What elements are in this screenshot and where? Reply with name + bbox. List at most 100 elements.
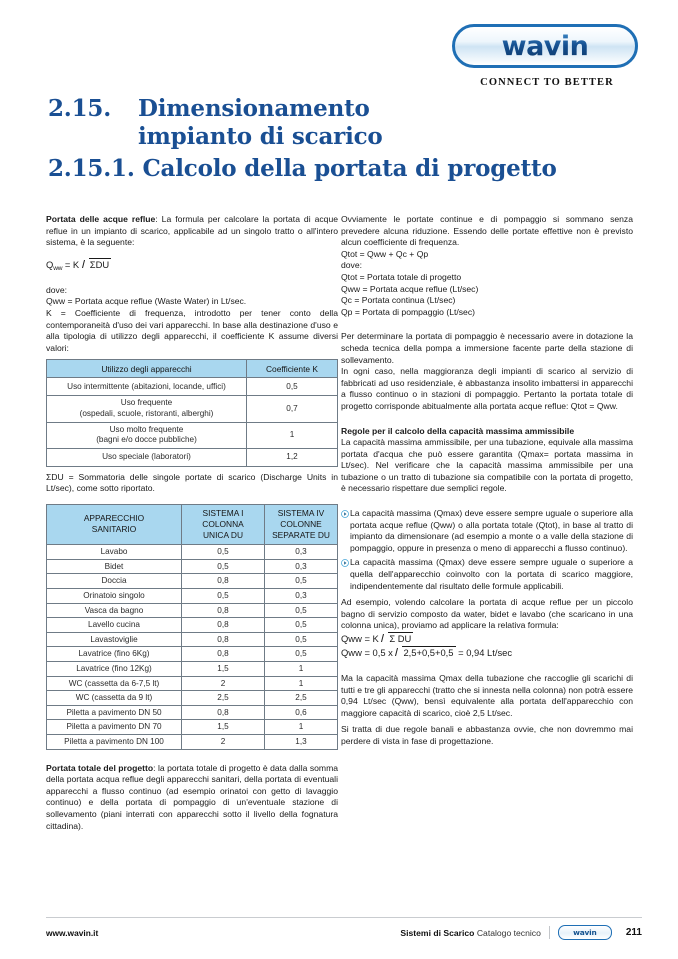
- col-header-sistema-4-line3: SEPARATE DU: [272, 529, 330, 540]
- cell-utilizzo-line1: Uso molto frequente: [109, 424, 184, 434]
- formula-qww-numeric-lhs: Qww = 0,5 x: [341, 647, 396, 658]
- heading-regole-text: Regole per il calcolo della capacità mas…: [341, 425, 575, 436]
- cell-sistema-1: 0,8: [181, 573, 265, 590]
- cell-sistema-4: 1: [264, 661, 338, 677]
- cell-sistema-4: 1: [264, 675, 338, 692]
- cell-utilizzo: Uso frequente (ospedali, scuole, ristora…: [46, 395, 247, 423]
- table-row-header: Utilizzo degli apparecchi Coefficiente K: [46, 359, 338, 379]
- cell-sistema-1: 1,5: [181, 719, 265, 736]
- formula-qww: Qww = K ΣDU: [46, 257, 338, 276]
- cell-sistema-4: 1: [264, 719, 338, 736]
- cell-sistema-1: 0,8: [181, 617, 265, 633]
- table-row: Piletta a pavimento DN 70 1,5 1: [46, 719, 338, 736]
- cell-sistema-1: 2: [181, 675, 265, 692]
- play-circle-icon: [341, 509, 349, 518]
- cell-k: 1: [246, 421, 338, 449]
- def-qww-left: Qww = Portata acque reflue (Waste Water)…: [46, 296, 247, 307]
- play-circle-icon: [341, 559, 349, 567]
- cell-apparecchio: Piletta a pavimento DN 50: [46, 704, 182, 721]
- sqrt-icon: ΣDU: [82, 257, 112, 272]
- formula-qww-right: Qww = K Σ DU: [341, 632, 633, 646]
- paragraph-portata-totale: Portata totale del progetto: la portata …: [46, 763, 338, 833]
- cell-sistema-1: 0,8: [181, 631, 265, 648]
- cell-apparecchio: Lavatrice (fino 12Kg): [46, 661, 182, 677]
- formula-qww-operator: = K: [62, 258, 82, 270]
- footer-website[interactable]: www.wavin.it: [46, 927, 99, 938]
- table-coefficiente-k: Utilizzo degli apparecchi Coefficiente K…: [46, 359, 338, 467]
- def-k-left: K = Coefficiente di frequenza, introdott…: [46, 307, 338, 353]
- cell-sistema-1: 0,5: [181, 544, 265, 560]
- dove-label-left: dove:: [46, 284, 68, 295]
- paragraph-esempio: Ad esempio, volendo calcolare la portata…: [341, 597, 633, 631]
- cell-apparecchio: WC (cassetta da 9 lt): [46, 690, 182, 706]
- col-header-apparecchio: APPARECCHIO SANITARIO: [46, 503, 182, 546]
- subsection-heading: 2.15.1. Calcolo della portata di progett…: [48, 155, 557, 182]
- cell-k: 1,2: [246, 447, 338, 467]
- cell-apparecchio: Piletta a pavimento DN 70: [46, 719, 182, 736]
- paragraph-capacita-massima: La capacità massima ammissibile, per una…: [341, 437, 633, 494]
- cell-utilizzo-line1: Uso frequente: [120, 398, 173, 408]
- dove-label-right: dove:: [341, 260, 363, 271]
- cell-sistema-1: 0,8: [181, 602, 265, 619]
- formula-qww-numeric: Qww = 0,5 x 2,5+0,5+0,5 = 0,94 Lt/sec: [341, 646, 633, 660]
- paragraph-portata-reflue-text: : La formula per calcolare la portata di…: [46, 214, 339, 248]
- formula-qww-lhs: Q: [46, 258, 54, 270]
- cell-sistema-1: 1,5: [181, 661, 265, 677]
- col-header-sistema-4: SISTEMA IV COLONNE SEPARATE DU: [264, 503, 338, 546]
- sum-du-description: ΣDU = Sommatoria delle singole portate d…: [46, 471, 338, 494]
- cell-utilizzo-line2: (ospedali, scuole, ristoranti, alberghi): [79, 408, 214, 418]
- table-row: Doccia 0,8 0,5: [46, 573, 338, 590]
- formula-qww-numeric-radicand: 2,5+0,5+0,5: [402, 646, 456, 658]
- formula-qww-subscript: ww: [53, 264, 63, 272]
- def-qtot: Qtot = Portata totale di progetto: [341, 271, 462, 282]
- section-number: 2.15.: [48, 95, 112, 122]
- wavin-tagline: CONNECT TO BETTER: [480, 77, 614, 88]
- col-header-apparecchio-line2: SANITARIO: [91, 524, 137, 535]
- col-header-apparecchio-line1: APPARECCHIO: [83, 513, 145, 524]
- cell-sistema-1: 0,8: [181, 646, 265, 663]
- paragraph-portata-totale-text: : la portata totale di progetto è data d…: [46, 762, 339, 831]
- section-title-line1: Dimensionamento: [138, 95, 370, 122]
- table-apparecchi-sanitari: APPARECCHIO SANITARIO SISTEMA I COLONNA …: [46, 503, 338, 750]
- cell-utilizzo: Uso speciale (laboratori): [46, 447, 247, 467]
- table-row: WC (cassetta da 9 lt) 2,5 2,5: [46, 690, 338, 706]
- cell-sistema-4: 2,5: [264, 690, 338, 706]
- sqrt-icon: 2,5+0,5+0,5: [395, 646, 456, 660]
- table-row: Bidet 0,5 0,3: [46, 558, 338, 575]
- table-row: Lavello cucina 0,8 0,5: [46, 617, 338, 633]
- paragraph-portata-reflue-label: Portata delle acque reflue: [46, 214, 156, 224]
- table-row: Vasca da bagno 0,8 0,5: [46, 602, 338, 619]
- cell-sistema-1: 2,5: [181, 690, 265, 706]
- table-row: Lavastoviglie 0,8 0,5: [46, 631, 338, 648]
- col-header-sistema-1: SISTEMA I COLONNA UNICA DU: [181, 503, 265, 546]
- cell-sistema-4: 0,6: [264, 704, 338, 721]
- cell-k: 0,7: [246, 395, 338, 423]
- formula-qww-numeric-result: = 0,94 Lt/sec: [455, 647, 513, 658]
- table-row: WC (cassetta da 6-7,5 lt) 2 1: [46, 675, 338, 692]
- list-item-text: La capacità massima (Qmax) deve essere s…: [350, 508, 633, 553]
- cell-apparecchio: Piletta a pavimento DN 100: [46, 734, 182, 750]
- cell-apparecchio: Lavello cucina: [46, 617, 182, 633]
- wavin-wordmark: wavin: [501, 30, 589, 62]
- col-header-sistema-4-line2: COLONNE: [280, 518, 322, 529]
- cell-utilizzo: Uso intermittente (abitazioni, locande, …: [46, 377, 247, 397]
- heading-regole: Regole per il calcolo della capacità mas…: [341, 426, 633, 438]
- list-item: La capacità massima (Qmax) deve essere s…: [341, 557, 633, 592]
- formula-qww-radicand: ΣDU: [88, 257, 112, 270]
- cell-apparecchio: WC (cassetta da 6-7,5 lt): [46, 675, 182, 692]
- cell-apparecchio: Bidet: [46, 558, 182, 575]
- table-row: Uso frequente (ospedali, scuole, ristora…: [46, 395, 338, 423]
- col-header-sistema-4-line1: SISTEMA IV: [277, 507, 325, 518]
- cell-utilizzo: Uso molto frequente (bagni e/o docce pub…: [46, 421, 247, 449]
- cell-sistema-4: 0,5: [264, 573, 338, 590]
- col-header-sistema-1-line1: SISTEMA I: [202, 507, 244, 518]
- cell-apparecchio: Lavabo: [46, 544, 182, 560]
- cell-apparecchio: Lavastoviglie: [46, 631, 182, 648]
- list-item-text: La capacità massima (Qmax) deve essere s…: [350, 557, 633, 591]
- table-row: Piletta a pavimento DN 100 2 1,3: [46, 734, 338, 750]
- cell-sistema-4: 0,3: [264, 558, 338, 575]
- table-row: Lavabo 0,5 0,3: [46, 544, 338, 560]
- def-qc: Qc = Portata continua (Lt/sec): [341, 295, 456, 306]
- cell-sistema-4: 0,5: [264, 602, 338, 619]
- footer-wavin-wordmark: wavin: [573, 927, 597, 937]
